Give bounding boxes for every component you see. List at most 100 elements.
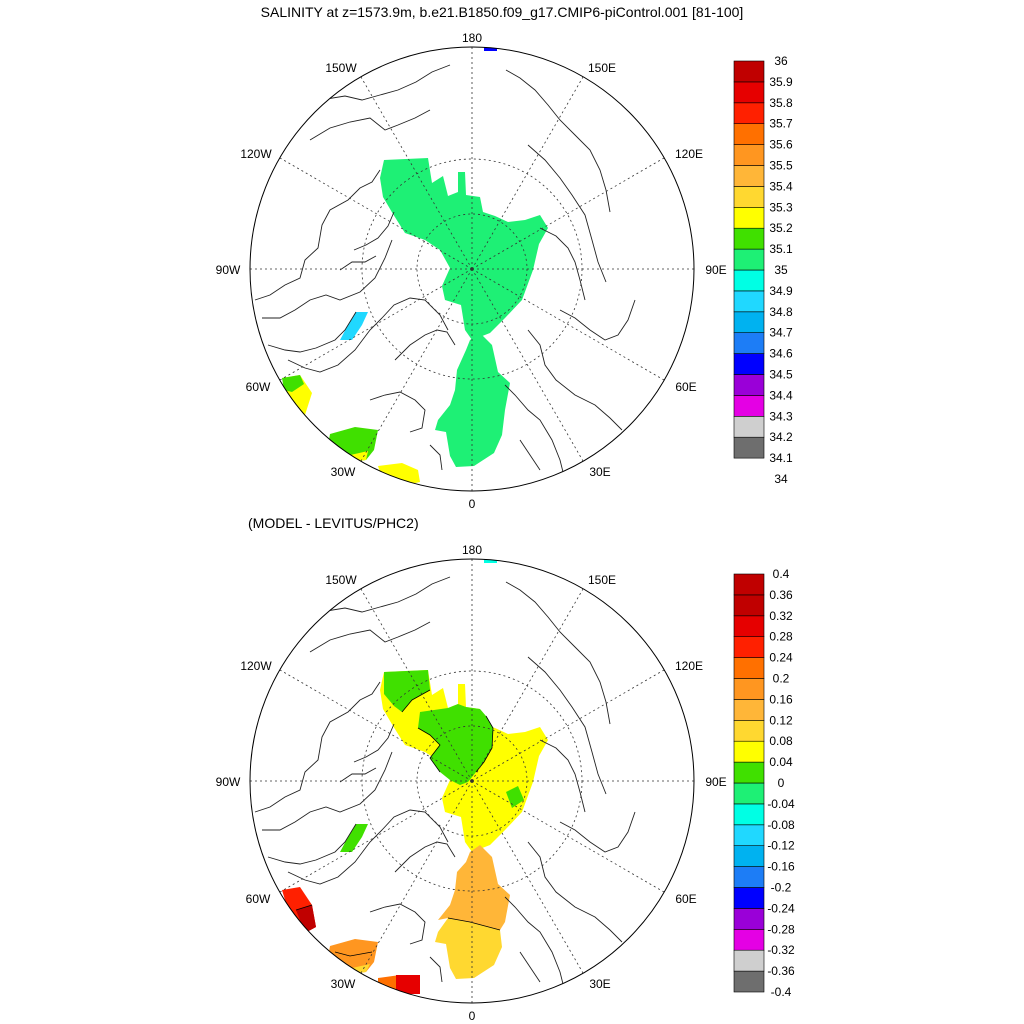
colorbar-label: 35.7 bbox=[769, 117, 793, 131]
colorbar-box bbox=[733, 928, 765, 951]
colorbar-box bbox=[733, 102, 765, 125]
colorbar-box bbox=[733, 395, 765, 417]
region-amerasian-subregion bbox=[418, 704, 493, 785]
bottom-map-border bbox=[249, 558, 695, 1004]
lon-label-0: 0 bbox=[469, 497, 476, 511]
colorbar-label: -0.2 bbox=[771, 881, 792, 895]
bottom-map-title: (MODEL - LEVITUS/PHC2) bbox=[248, 515, 419, 531]
colorbar-box bbox=[733, 803, 765, 826]
colorbar-label: 35.6 bbox=[769, 138, 793, 152]
colorbar-box bbox=[733, 782, 765, 805]
colorbar-box bbox=[733, 824, 765, 846]
colorbar-label: -0.32 bbox=[767, 943, 795, 957]
colorbar-label: 0.32 bbox=[769, 609, 793, 623]
colorbar-box bbox=[733, 845, 765, 867]
lon-label-60W: 60W bbox=[246, 892, 271, 906]
region-arctic-basin bbox=[380, 158, 548, 340]
colorbar-label: 0.24 bbox=[769, 651, 793, 665]
lon-label-30E: 30E bbox=[589, 465, 610, 479]
colorbar-box bbox=[733, 165, 765, 187]
top-map: 180 150W 150E 120W 120E 90W 90E 60W 60E … bbox=[216, 31, 727, 511]
colorbar-box bbox=[733, 678, 765, 700]
lon-label-30W: 30W bbox=[331, 977, 356, 991]
graticule bbox=[250, 47, 694, 491]
colorbar-label: -0.36 bbox=[767, 964, 795, 978]
region-baffin-bay bbox=[340, 312, 368, 340]
colorbar-label: 35.1 bbox=[769, 242, 793, 256]
coastlines bbox=[254, 576, 636, 993]
colorbar-label: 35.3 bbox=[769, 200, 793, 214]
lon-label-30E: 30E bbox=[589, 977, 610, 991]
colorbar-box bbox=[733, 311, 765, 333]
colorbar-box bbox=[733, 866, 765, 888]
colorbar-box bbox=[733, 269, 765, 292]
colorbar-label: 0.28 bbox=[769, 630, 793, 644]
lon-label-150E: 150E bbox=[588, 573, 616, 587]
colorbar-label: 0.4 bbox=[773, 567, 790, 581]
colorbar-label: -0.16 bbox=[767, 860, 795, 874]
colorbar-label: 0.04 bbox=[769, 755, 793, 769]
region-norwegian-sea bbox=[435, 333, 510, 467]
colorbar-label: 0.08 bbox=[769, 734, 793, 748]
colorbar-label: 0 bbox=[778, 776, 785, 790]
colorbar-label: 35.4 bbox=[769, 179, 793, 193]
lon-label-150W: 150W bbox=[325, 61, 357, 75]
region-amerasian-right-green bbox=[506, 786, 524, 808]
colorbar-label: 35.9 bbox=[769, 75, 793, 89]
lon-label-60E: 60E bbox=[675, 380, 696, 394]
colorbar-label: 36 bbox=[774, 54, 788, 68]
bottom-colorbar bbox=[733, 573, 765, 993]
colorbar-label: 34.1 bbox=[769, 451, 793, 465]
bottom-map: 180 150W 150E 120W 120E 90W 90E 60W 60E … bbox=[216, 543, 727, 1023]
colorbar-box bbox=[733, 436, 765, 459]
graticule bbox=[250, 559, 694, 1003]
colorbar-label: 34.2 bbox=[769, 430, 793, 444]
colorbar-label: 35.2 bbox=[769, 221, 793, 235]
colorbar-box bbox=[733, 415, 765, 438]
coastlines bbox=[254, 64, 636, 481]
colorbar-label: -0.28 bbox=[767, 922, 795, 936]
colorbar-box bbox=[733, 186, 765, 208]
colorbar-label: 34.3 bbox=[769, 409, 793, 423]
lon-label-180: 180 bbox=[462, 543, 482, 557]
colorbar-label: 0.16 bbox=[769, 692, 793, 706]
colorbar-box bbox=[733, 908, 765, 930]
colorbar-box bbox=[733, 60, 765, 83]
top-map-border bbox=[249, 46, 695, 492]
region-north-atlantic-red bbox=[396, 975, 420, 994]
colorbar-label: -0.04 bbox=[767, 797, 795, 811]
lon-label-150E: 150E bbox=[588, 61, 616, 75]
colorbar-box bbox=[733, 970, 765, 993]
lon-label-120E: 120E bbox=[675, 659, 703, 673]
lon-label-90E: 90E bbox=[705, 263, 726, 277]
colorbar-label: 34.7 bbox=[769, 326, 793, 340]
lon-label-0: 0 bbox=[469, 1009, 476, 1023]
lon-label-150W: 150W bbox=[325, 573, 357, 587]
colorbar-box bbox=[733, 594, 765, 617]
region-amerasian-left-green bbox=[384, 670, 430, 712]
colorbar-box bbox=[733, 657, 765, 679]
colorbar-label: 34.6 bbox=[769, 347, 793, 361]
top-map-title: SALINITY at z=1573.9m, b.e21.B1850.f09_g… bbox=[261, 4, 744, 20]
colorbar-label: 35.8 bbox=[769, 96, 793, 110]
contour-lines bbox=[295, 689, 501, 957]
colorbar-label: -0.08 bbox=[767, 818, 795, 832]
lon-label-120E: 120E bbox=[675, 147, 703, 161]
colorbar-box bbox=[733, 290, 765, 313]
colorbar-label: 35.5 bbox=[769, 159, 793, 173]
colorbar-label: -0.4 bbox=[771, 985, 792, 999]
colorbar-label: 34.8 bbox=[769, 305, 793, 319]
colorbar-box bbox=[733, 949, 765, 972]
colorbar-box bbox=[733, 761, 765, 784]
lon-label-90E: 90E bbox=[705, 775, 726, 789]
colorbar-label: 0.36 bbox=[769, 588, 793, 602]
colorbar-box bbox=[733, 374, 765, 396]
colorbar-label: 34.9 bbox=[769, 284, 793, 298]
colorbar-box bbox=[733, 227, 765, 250]
lon-label-180: 180 bbox=[462, 31, 482, 45]
colorbar-label: 34 bbox=[774, 472, 788, 486]
region-labrador-green-edge bbox=[282, 375, 304, 392]
lon-label-60W: 60W bbox=[246, 380, 271, 394]
lon-label-30W: 30W bbox=[331, 465, 356, 479]
